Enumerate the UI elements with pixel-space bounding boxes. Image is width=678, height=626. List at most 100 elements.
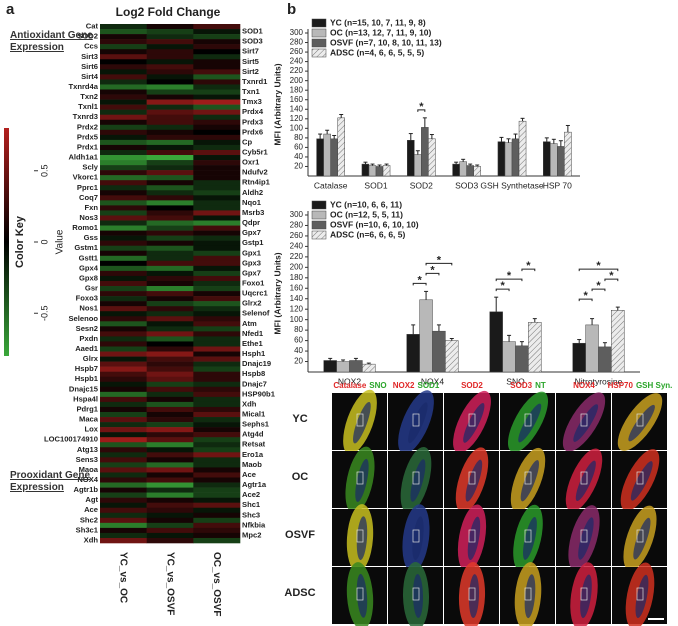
- heatmap-cell: [100, 321, 147, 327]
- legend-label: YC (n=10, 6, 6, 11): [330, 199, 402, 209]
- heatmap-cell: [146, 467, 194, 473]
- heatmap-cell: [146, 361, 194, 367]
- row-label: Prdx5: [77, 132, 99, 141]
- roi-box: [636, 471, 644, 485]
- y-tick-label: 140: [290, 104, 304, 113]
- heatmap-cell: [193, 391, 241, 398]
- row-label: NOX4: [77, 475, 98, 484]
- bar: [421, 127, 429, 177]
- legend-swatch: [311, 28, 327, 38]
- bar: [585, 324, 599, 373]
- roi-box: [636, 587, 644, 601]
- row-label: Hspb8: [242, 369, 265, 378]
- heatmap-cell: [100, 195, 147, 201]
- heatmap-cell: [193, 165, 241, 171]
- row-label: Hsph1: [242, 349, 266, 358]
- y-tick-label: 80: [294, 325, 303, 334]
- heatmap-cell: [100, 417, 147, 423]
- tissue-lumen: [635, 574, 649, 618]
- tissue-lumen: [630, 461, 653, 501]
- bar: [473, 166, 481, 177]
- heatmap-cell: [146, 59, 194, 65]
- heatmap-cell: [146, 109, 194, 115]
- significance-bracket: [412, 282, 427, 286]
- tissue-lumen: [353, 401, 371, 444]
- image-column-header-part: NT: [535, 381, 546, 390]
- heatmap-cell: [193, 502, 241, 509]
- heatmap-cell: [100, 165, 147, 171]
- heatmap-cell: [100, 139, 147, 146]
- heatmap-cell: [146, 321, 194, 327]
- heatmap-cell: [100, 507, 147, 514]
- legend-swatch: [311, 200, 327, 210]
- significance-bracket: [521, 268, 536, 272]
- heatmap-cell: [146, 54, 194, 60]
- heatmap-cell: [193, 170, 241, 176]
- row-label: Dnajc7: [242, 379, 267, 388]
- image-column-header: HSP70 GSH Syn.: [608, 381, 673, 390]
- row-label: Txnrd4a: [68, 82, 98, 91]
- row-label: Scly: [82, 163, 98, 172]
- image-column-header-part: SNO: [369, 381, 386, 390]
- row-label: Pdrg1: [76, 404, 98, 413]
- heatmap-cell: [100, 210, 147, 216]
- heatmap-cell: [146, 341, 194, 347]
- heatmap-cell: [146, 301, 194, 307]
- row-label: Hspb1: [75, 374, 99, 383]
- heatmap-cell: [100, 245, 147, 252]
- heatmap-cell: [146, 39, 194, 45]
- heatmap-cell: [146, 326, 194, 332]
- tissue-lumen: [463, 402, 485, 443]
- heatmap-cell: [193, 341, 241, 347]
- row-label: Selenoo: [68, 314, 98, 323]
- significance-label: *: [507, 270, 512, 282]
- row-label: Ace: [242, 470, 256, 479]
- heatmap-cell: [100, 225, 147, 231]
- roi-box: [580, 587, 588, 601]
- row-label: Sirt5: [242, 57, 260, 66]
- legend-label: ADSC (n=6, 6, 6, 5): [330, 229, 406, 239]
- y-tick-label: 160: [290, 283, 304, 292]
- heatmap-cell: [193, 527, 241, 534]
- row-label: Coq7: [79, 193, 98, 202]
- heatmap-cell: [193, 190, 241, 196]
- roi-box: [412, 413, 420, 427]
- row-label: Gpx4: [79, 263, 99, 272]
- heatmap-cell: [146, 331, 194, 337]
- heatmap-cell: [193, 306, 241, 312]
- image-column-header: NOX2 SOD1: [393, 381, 440, 390]
- heatmap-cell: [100, 487, 147, 493]
- heatmap-cell: [100, 482, 147, 488]
- heatmap-cell: [146, 376, 194, 383]
- row-label: Maob: [242, 460, 262, 469]
- heatmap-cell: [193, 487, 241, 493]
- heatmap-cell: [146, 270, 194, 277]
- heatmap-cell: [146, 64, 194, 70]
- roi-box: [468, 529, 476, 543]
- heatmap-cell: [193, 406, 241, 413]
- heatmap-cell: [146, 371, 194, 378]
- heatmap-cell: [146, 502, 194, 509]
- heatmap-cell: [146, 170, 194, 176]
- heatmap-cell: [146, 235, 194, 241]
- tissue-lumen: [628, 404, 655, 442]
- row-label: Maoa: [79, 465, 99, 474]
- row-label: Txn1: [242, 87, 261, 96]
- color-key-tick-label: 0: [39, 239, 49, 244]
- heatmap-cell: [193, 34, 241, 40]
- heatmap-cell: [146, 29, 194, 35]
- heatmap-cell: [146, 411, 194, 418]
- significance-label: *: [526, 260, 531, 272]
- row-label: Prdx6: [242, 127, 263, 136]
- heatmap-cell: [100, 296, 147, 302]
- heatmap-cell: [193, 366, 241, 372]
- row-label: Gpx1: [242, 248, 262, 257]
- heatmap-cell: [146, 517, 194, 524]
- color-key-title: Color Key: [14, 215, 26, 268]
- heatmap-cell: [193, 220, 241, 226]
- row-label: Sesn2: [76, 324, 98, 333]
- heatmap-cell: [193, 104, 241, 110]
- heatmap-cell: [193, 245, 241, 252]
- heatmap-cell: [193, 149, 241, 156]
- heatmap-cell: [193, 447, 241, 453]
